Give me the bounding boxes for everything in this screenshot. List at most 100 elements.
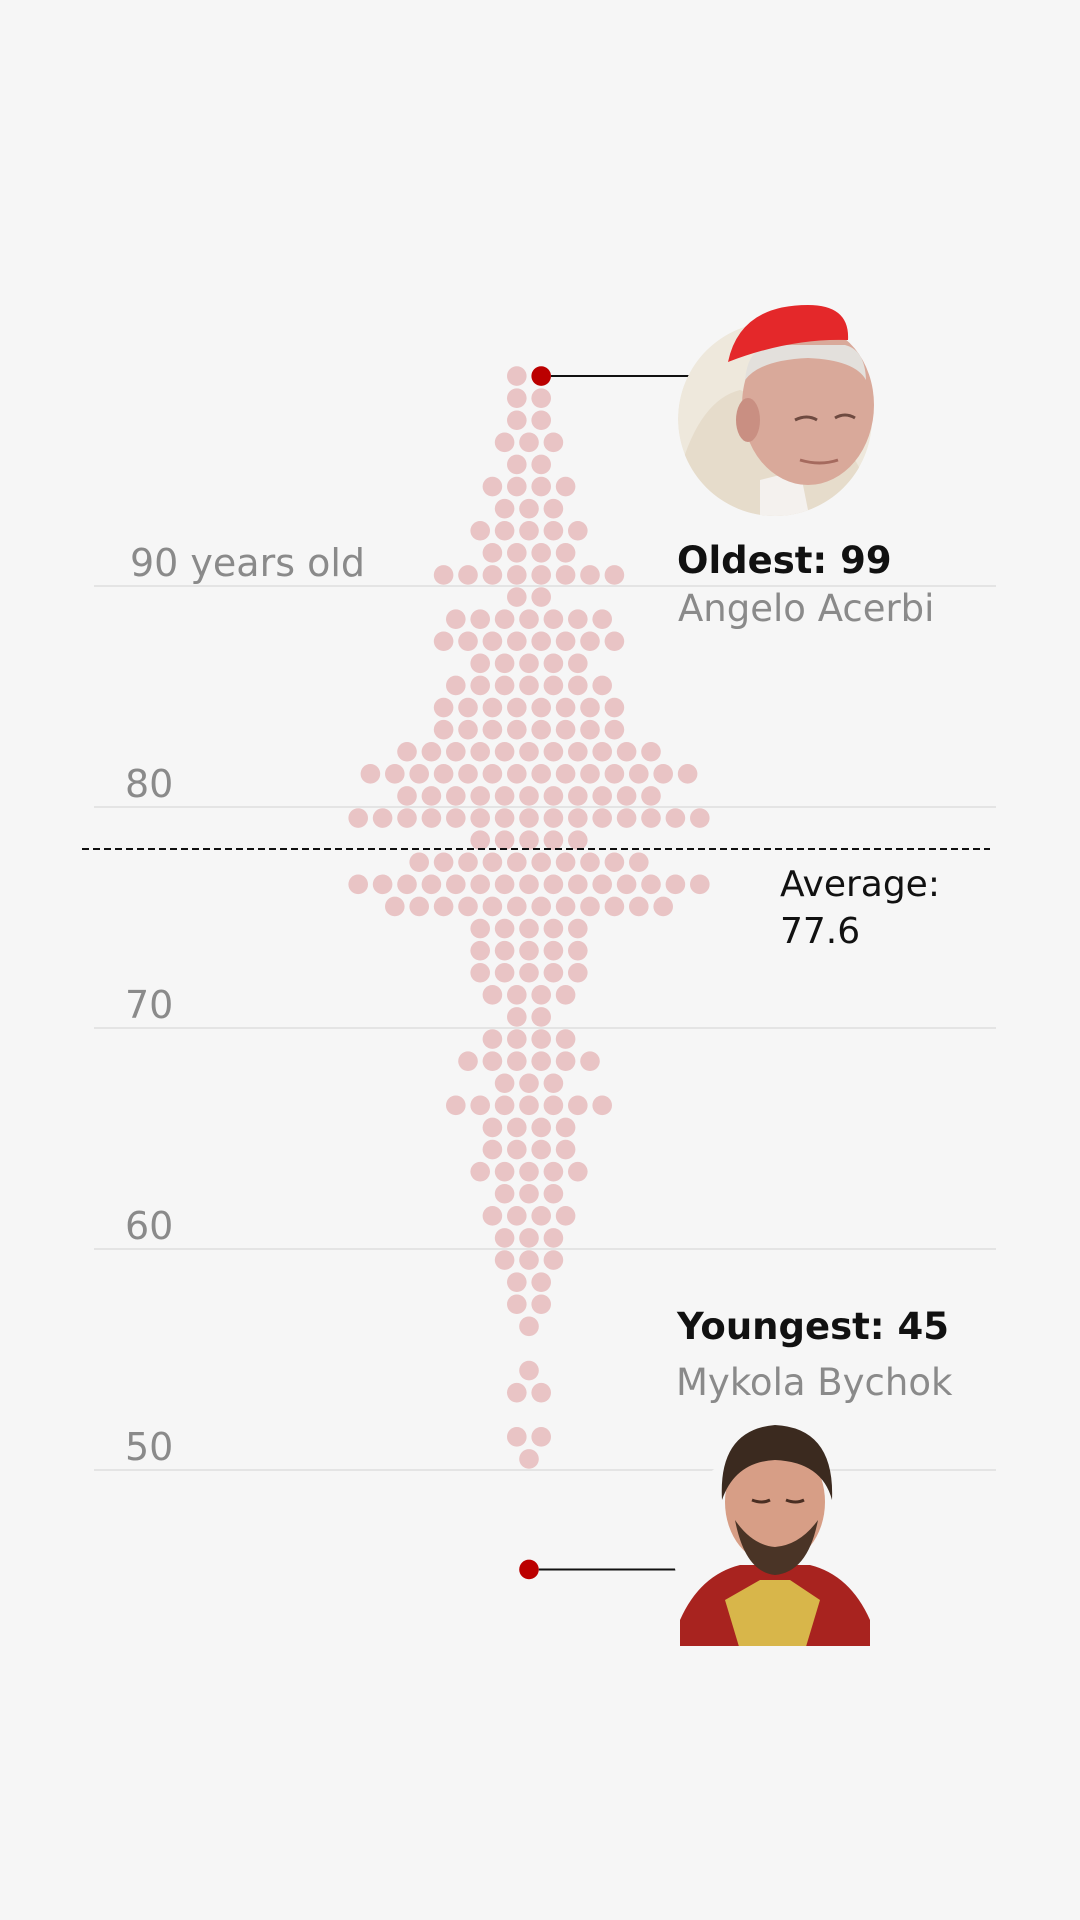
cardinal-dot — [555, 631, 576, 652]
cardinal-dot — [433, 719, 454, 740]
cardinal-dot — [421, 874, 442, 895]
cardinal-dot — [531, 587, 551, 607]
cardinal-dot — [604, 719, 625, 740]
cardinal-dot — [482, 719, 503, 740]
cardinal-dot — [592, 675, 612, 696]
cardinal-dot — [592, 1095, 612, 1116]
cardinal-dot — [519, 1316, 539, 1337]
cardinal-dot — [494, 675, 515, 696]
cardinal-dot — [494, 786, 515, 806]
cardinal-dot — [446, 741, 466, 762]
cardinal-dot — [494, 962, 515, 983]
cardinal-dot — [482, 1029, 503, 1049]
cardinal-dot — [494, 653, 515, 674]
cardinal-dot — [568, 940, 588, 961]
cardinal-dot — [531, 896, 551, 917]
cardinal-dot — [555, 1206, 576, 1226]
cardinal-dot — [531, 631, 551, 652]
cardinal-dot — [616, 874, 637, 895]
cardinal-dot — [470, 786, 491, 806]
cardinal-dot — [568, 520, 588, 541]
cardinal-dot — [470, 918, 491, 939]
cardinal-dot — [494, 940, 515, 961]
cardinal-dot — [555, 1117, 576, 1138]
cardinal-dot — [568, 808, 588, 828]
cardinal-dot — [519, 432, 539, 453]
cardinal-dot — [482, 896, 503, 917]
cardinal-dot — [519, 1228, 539, 1248]
cardinal-dot — [507, 697, 527, 718]
cardinal-dot — [543, 1183, 564, 1204]
cardinal-dot — [507, 852, 527, 873]
cardinal-dot — [531, 1206, 551, 1226]
cardinal-dot — [519, 741, 539, 762]
cardinal-dot — [568, 962, 588, 983]
cardinal-dot — [421, 808, 442, 828]
cardinal-dot — [494, 1073, 515, 1094]
cardinal-dot — [519, 653, 539, 674]
cardinal-dot — [629, 764, 649, 784]
cardinal-dot — [446, 808, 466, 828]
cardinal-dot — [470, 675, 491, 696]
cardinal-dot — [470, 653, 491, 674]
cardinal-dot — [555, 719, 576, 740]
cardinal-dot — [568, 653, 588, 674]
cardinal-dot — [616, 808, 637, 828]
cardinal-dot — [470, 962, 491, 983]
cardinal-dot — [641, 741, 661, 762]
y-tick-label: 80 — [125, 762, 174, 806]
cardinal-dot — [690, 808, 710, 828]
cardinal-dot — [372, 874, 393, 895]
cardinal-dot — [507, 543, 527, 563]
cardinal-dot — [543, 918, 564, 939]
cardinal-dot — [543, 808, 564, 828]
cardinal-dot — [494, 1228, 515, 1248]
y-tick-label: 90 years old — [130, 541, 366, 585]
cardinal-dot — [690, 874, 710, 895]
cardinal-dot — [519, 874, 539, 895]
cardinal-dot — [555, 1051, 576, 1071]
y-tick-label: 70 — [125, 983, 174, 1027]
cardinal-dot — [458, 565, 478, 585]
highlight-dot-youngest — [519, 1559, 539, 1580]
cardinal-dot — [470, 808, 491, 828]
cardinal-dot — [543, 1073, 564, 1094]
cardinal-dot — [580, 764, 600, 784]
cardinal-dot — [555, 1139, 576, 1160]
cardinal-dot — [519, 1073, 539, 1094]
cardinal-dot — [580, 852, 600, 873]
cardinal-dot — [446, 874, 466, 895]
cardinal-dot — [519, 1250, 539, 1270]
cardinal-dot — [531, 1139, 551, 1160]
cardinal-dot — [568, 786, 588, 806]
highlight-dot-oldest — [531, 366, 551, 386]
cardinal-dot — [531, 764, 551, 784]
cardinal-dot — [507, 1139, 527, 1160]
cardinal-dot — [531, 410, 551, 431]
cardinal-dot — [494, 830, 515, 850]
cardinal-dot — [494, 432, 515, 453]
cardinal-dot — [494, 520, 515, 541]
cardinal-dot — [604, 697, 625, 718]
cardinal-dot — [470, 1161, 491, 1182]
cardinal-dot — [409, 852, 430, 873]
cardinal-dot — [470, 609, 491, 629]
cardinal-dot — [482, 1117, 503, 1138]
cardinal-dot — [555, 852, 576, 873]
cardinal-dot — [507, 1294, 527, 1315]
cardinal-dot — [519, 786, 539, 806]
cardinal-dot — [543, 432, 564, 453]
cardinal-dot — [555, 1029, 576, 1049]
cardinal-dot — [519, 962, 539, 983]
cardinal-dot — [580, 565, 600, 585]
cardinal-dot — [616, 786, 637, 806]
cardinal-dot — [470, 741, 491, 762]
cardinal-dot — [507, 366, 527, 386]
cardinal-dot — [665, 874, 686, 895]
cardinal-dot — [507, 1206, 527, 1226]
cardinal-dot — [568, 918, 588, 939]
cardinal-dot — [482, 852, 503, 873]
cardinal-dot — [507, 1007, 527, 1027]
cardinal-dot — [543, 520, 564, 541]
